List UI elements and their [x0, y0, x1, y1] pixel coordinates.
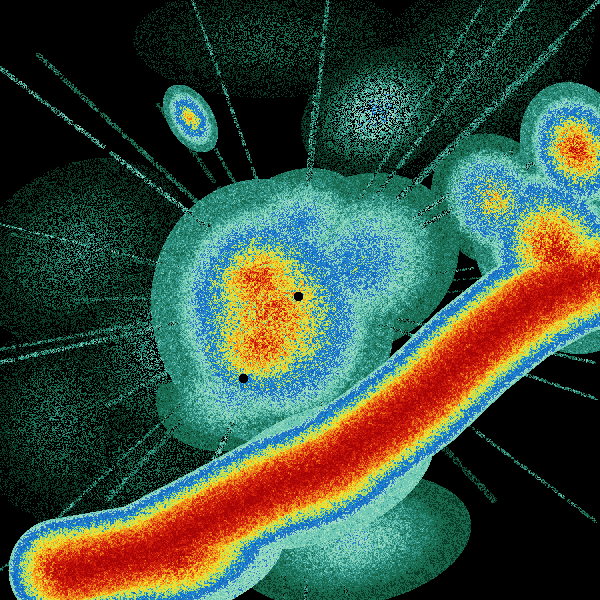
radar-reflectivity-display[interactable]: Base Reflectivity dBZ radar site cone of…: [0, 0, 600, 600]
radar-reflectivity-canvas[interactable]: [0, 0, 600, 600]
